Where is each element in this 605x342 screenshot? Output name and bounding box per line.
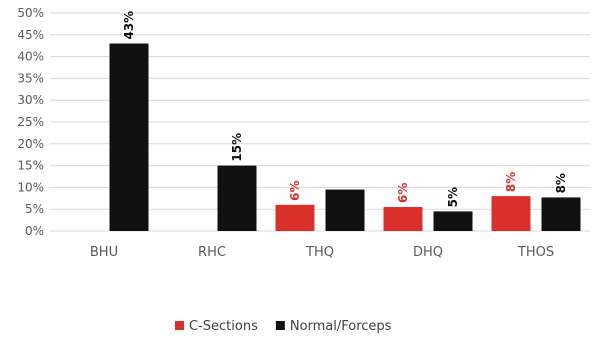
legend-swatch [175,321,184,330]
bar-c-sections-thq [275,204,315,231]
y-tick-label: 35% [17,71,44,85]
data-label: 43% [122,11,136,40]
data-label: 8% [504,172,518,192]
y-tick-label: 10% [17,180,44,194]
x-category-label: RHC [198,245,226,260]
y-tick-label: 45% [17,28,44,42]
x-axis-category-labels: BHU RHC THQ DHQ THOS [90,245,554,260]
data-label: 5% [446,187,460,207]
y-tick-label: 25% [17,115,44,129]
data-labels: 43% 15% 6% 6% 5% 8% 8% [122,11,568,208]
data-label: 8% [554,173,568,193]
data-label: 6% [396,183,410,203]
bar-normal-forceps-rhc [217,165,257,231]
bar-normal-forceps-bhu [109,43,149,231]
bar-c-sections-thos [491,196,531,231]
x-category-label: THOS [517,245,554,260]
y-tick-label: 0% [25,224,44,238]
bar-c-sections-dhq [383,207,423,231]
bar-normal-forceps-thq [325,189,365,231]
y-tick-label: 50% [17,6,44,20]
y-axis-tick-labels: 0% 5% 10% 15% 20% 25% 30% 35% 40% 45% 50% [17,6,44,238]
legend-swatch [275,321,285,330]
x-category-label: DHQ [413,245,443,260]
y-tick-label: 5% [25,202,44,216]
bar-normal-forceps-dhq [433,211,473,231]
x-category-label: THQ [305,245,334,260]
data-label: 6% [288,180,302,200]
legend-label: C-Sections [189,319,258,334]
data-label: 15% [230,133,244,162]
bars [109,43,581,231]
y-tick-label: 30% [17,93,44,107]
y-tick-label: 20% [17,137,44,151]
y-tick-label: 15% [17,159,44,173]
legend: C-Sections Normal/Forceps [175,319,392,334]
y-tick-label: 40% [17,50,44,64]
x-category-label: BHU [90,245,118,260]
bar-normal-forceps-thos [541,197,581,231]
legend-label: Normal/Forceps [290,319,392,334]
